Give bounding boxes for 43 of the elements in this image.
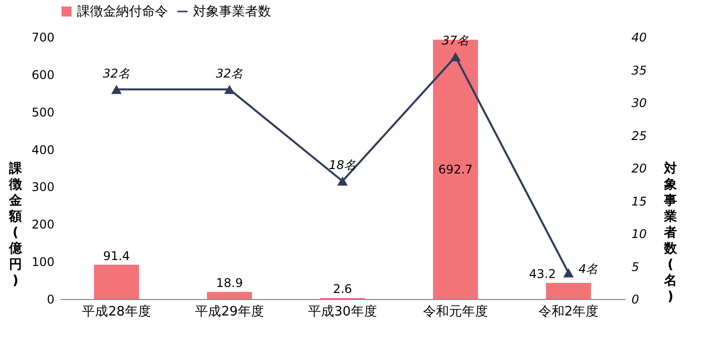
y-tick-label: 100 <box>32 255 54 270</box>
x-tick-label: 令和元年度 <box>423 304 488 320</box>
y-tick-label: 700 <box>32 30 54 44</box>
legend-label: 対象事業者数 <box>193 4 271 20</box>
point <box>563 268 574 278</box>
data-label: 18名 <box>328 158 356 172</box>
data-label: 43.2 <box>529 266 556 281</box>
x-tick-label: 平成30年度 <box>308 304 377 320</box>
y2-tick-label: 35 <box>632 63 647 78</box>
point <box>450 52 461 62</box>
data-label: 32名 <box>102 66 130 80</box>
x-tick-label: 令和2年度 <box>538 304 599 320</box>
y2-tick-label: 20 <box>632 162 648 176</box>
bar <box>546 282 591 299</box>
x-tick-label: 平成28年度 <box>82 304 151 320</box>
text: 対象事業者数(名) <box>664 162 677 304</box>
y-axis-title: 課徴金額(億円) <box>8 160 23 288</box>
bar <box>94 264 139 299</box>
y2-tick-label: 15 <box>632 194 647 208</box>
y-tick-label: 0 <box>46 292 54 306</box>
y2-tick-label: 30 <box>632 96 648 110</box>
y-tick-label: 600 <box>32 68 54 82</box>
point <box>224 84 235 94</box>
y2-tick-label: 40 <box>632 30 648 44</box>
data-label: 4名 <box>578 262 598 276</box>
y-tick-label: 400 <box>32 142 54 157</box>
data-label: 32名 <box>216 66 244 80</box>
bar <box>207 292 252 299</box>
y2-tick-label: 0 <box>632 292 640 306</box>
y2-tick-label: 10 <box>632 227 648 241</box>
legend-label: 課徴金納付命令 <box>77 4 168 20</box>
y2-tick-label: 5 <box>632 260 640 274</box>
data-label: 692.7 <box>438 162 473 176</box>
y-tick-label: 200 <box>32 218 54 232</box>
data-label: 91.4 <box>103 248 130 263</box>
data-label: 18.9 <box>216 276 243 290</box>
y2-tick-label: 25 <box>632 128 647 143</box>
point <box>111 84 122 94</box>
y-tick-label: 500 <box>32 105 54 120</box>
point <box>337 176 348 186</box>
x-tick-label: 平成29年度 <box>195 304 264 320</box>
data-label: 2.6 <box>332 282 352 296</box>
y-tick-label: 300 <box>32 180 54 194</box>
